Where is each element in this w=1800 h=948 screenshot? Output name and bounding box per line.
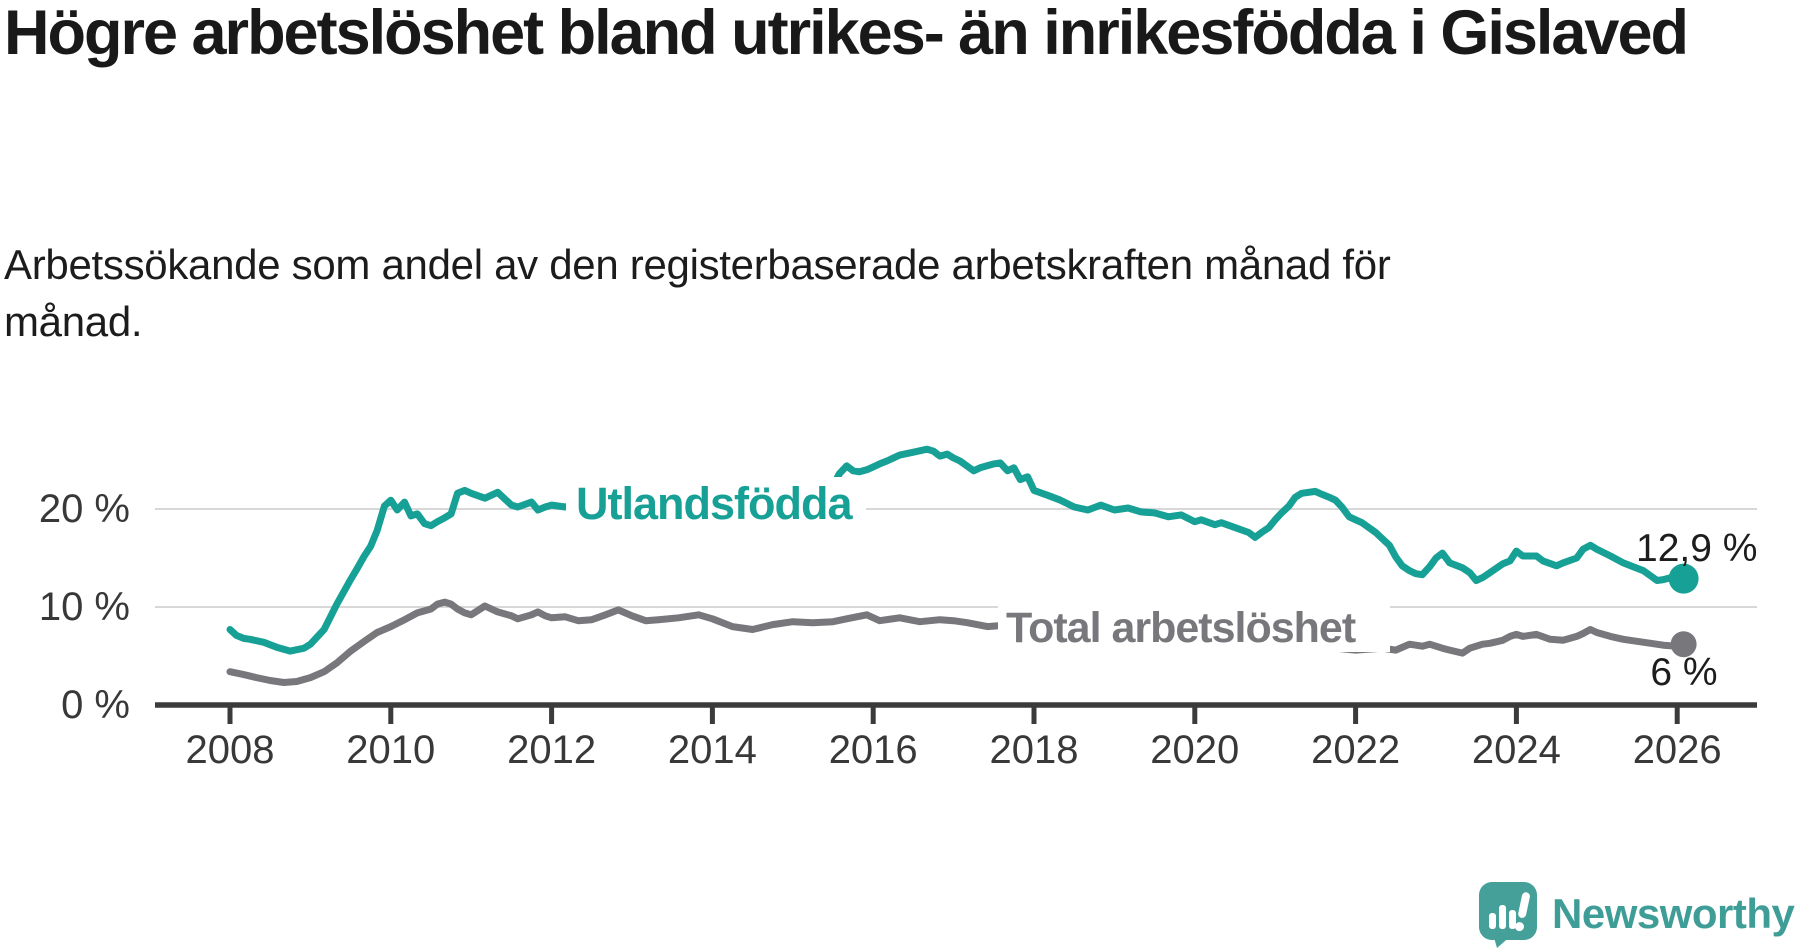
utlandsfodda-label-background bbox=[566, 477, 866, 531]
x-tick-label-2016: 2016 bbox=[828, 728, 918, 772]
x-tick-label-2010: 2010 bbox=[346, 728, 436, 772]
x-tick-label-2018: 2018 bbox=[989, 728, 1079, 772]
end-value-label-total: 6 % bbox=[1650, 651, 1718, 694]
series-end-dots bbox=[1668, 563, 1699, 658]
total-label-background bbox=[998, 600, 1390, 652]
chart-subtitle: Arbetssökande som andel av den registerb… bbox=[4, 241, 1391, 345]
total-arbetsloshet-line bbox=[226, 598, 1688, 686]
end-value-label-utlandsfodda: 12,9 % bbox=[1636, 527, 1758, 570]
x-tick-label-2012: 2012 bbox=[507, 728, 597, 772]
x-tick-label-2022: 2022 bbox=[1311, 728, 1401, 772]
total-end-dot bbox=[1670, 631, 1697, 658]
utlandsfodda-line bbox=[226, 445, 1688, 655]
series-label-total-arbetsloshet: Total arbetslöshet bbox=[1006, 604, 1356, 652]
y-tick-label-10: 10 % bbox=[38, 585, 130, 629]
x-tick-label-2020: 2020 bbox=[1150, 728, 1240, 772]
y-tick-label-20: 20 % bbox=[38, 487, 130, 531]
x-tick-label-2024: 2024 bbox=[1471, 728, 1561, 772]
newsworthy-logo: Newsworthy bbox=[1479, 880, 1795, 948]
newsworthy-logo-text: Newsworthy bbox=[1552, 890, 1795, 937]
x-tick-label-2014: 2014 bbox=[667, 728, 757, 772]
series-lines bbox=[226, 445, 1688, 686]
gridlines bbox=[155, 508, 1757, 608]
x-tick-label-2026: 2026 bbox=[1632, 728, 1722, 772]
utlandsfodda-end-dot bbox=[1668, 563, 1699, 594]
series-label-utlandsfodda: Utlandsfödda bbox=[576, 478, 852, 529]
page-title: Högre arbetslöshet bland utrikes- än inr… bbox=[4, 0, 1689, 68]
x-axis bbox=[155, 702, 1757, 724]
x-tick-label-2008: 2008 bbox=[185, 728, 275, 772]
newsworthy-bar-chart-icon bbox=[1479, 882, 1537, 948]
y-tick-label-0: 0 % bbox=[61, 683, 130, 727]
